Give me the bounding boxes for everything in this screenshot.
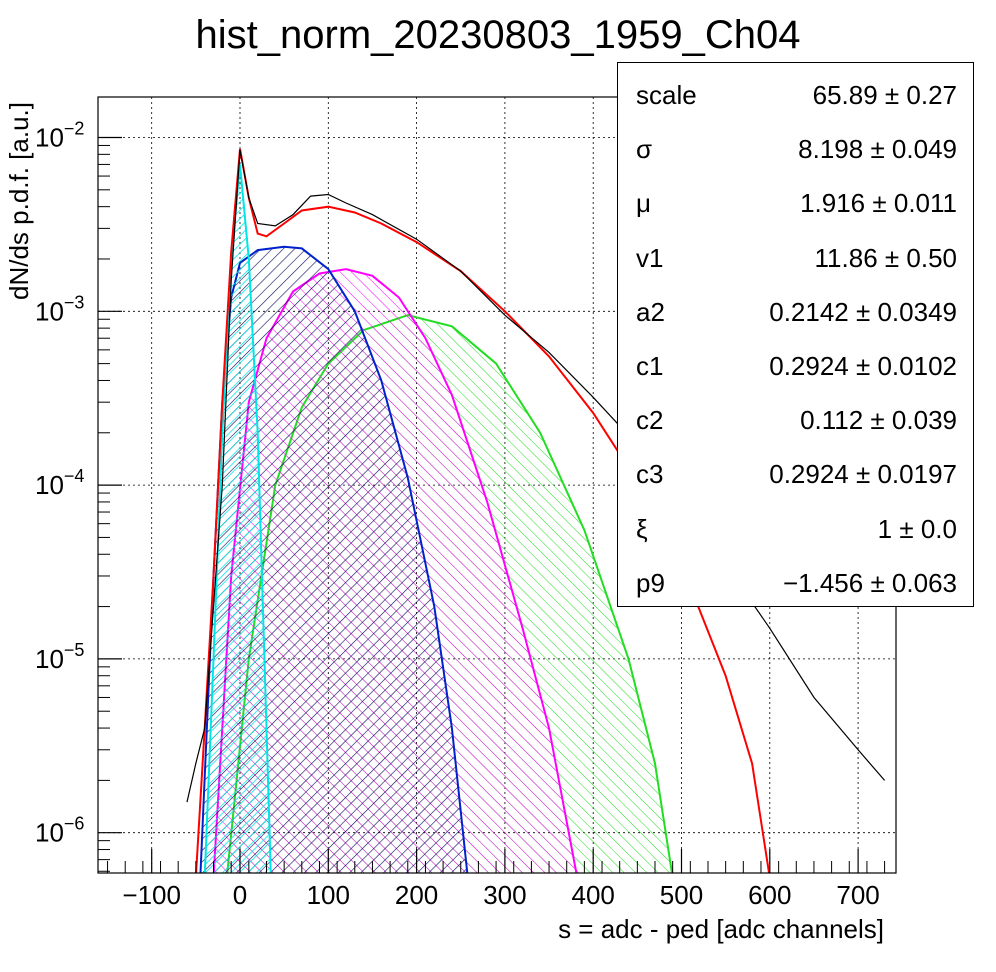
stat-value: 1.916 ± 0.011 xyxy=(800,188,957,219)
y-tick-label: 10−6 xyxy=(35,814,84,848)
y-tick-label: 10−3 xyxy=(35,292,84,326)
stat-value: 65.89 ± 0.27 xyxy=(812,80,957,110)
x-tick-label: 400 xyxy=(572,880,615,910)
stat-value: 11.86 ± 0.50 xyxy=(814,242,957,273)
stat-name: σ xyxy=(636,134,653,165)
stat-name: scale xyxy=(636,80,697,110)
y-tick-label: 10−2 xyxy=(35,119,84,153)
y-tick-label: 10−5 xyxy=(35,640,84,674)
stat-name: μ xyxy=(636,188,651,219)
y-axis-label: dN/ds p.d.f. [a.u.] xyxy=(4,102,34,300)
x-tick-label: 500 xyxy=(660,880,703,910)
stat-row: p9 −1.456 ± 0.063 xyxy=(618,554,973,608)
stat-name: c3 xyxy=(636,459,664,490)
x-tick-label: 0 xyxy=(233,880,247,910)
y-axis: 10−2 10−3 10−4 10−5 10−6 xyxy=(35,119,122,872)
x-tick-label: 300 xyxy=(483,880,526,910)
stat-row: c3 0.2924 ± 0.0197 xyxy=(618,445,973,499)
x-tick-label: −100 xyxy=(122,880,181,910)
stat-value: 0.112 ± 0.039 xyxy=(800,405,957,436)
stat-row: μ 1.916 ± 0.011 xyxy=(618,174,973,228)
x-axis: −100 0 100 200 300 400 500 600 700 xyxy=(107,849,886,910)
stat-value: 8.198 ± 0.049 xyxy=(798,134,957,165)
stat-value: 0.2142 ± 0.0349 xyxy=(769,296,957,327)
x-tick-label: 200 xyxy=(395,880,438,910)
stat-row: v1 11.86 ± 0.50 xyxy=(618,229,973,283)
stat-value: 0.2924 ± 0.0197 xyxy=(769,459,957,490)
stat-name: c2 xyxy=(636,405,664,436)
stat-name: p9 xyxy=(636,567,665,598)
stat-name: ξ xyxy=(636,513,648,544)
component-fill-3 xyxy=(200,246,468,873)
x-axis-label: s = adc - ped [adc channels] xyxy=(558,914,884,944)
stat-name: v1 xyxy=(636,242,664,273)
stat-name: a2 xyxy=(636,296,665,327)
x-tick-label: 700 xyxy=(836,880,879,910)
chart-title: hist_norm_20230803_1959_Ch04 xyxy=(196,13,801,57)
stat-value: −1.456 ± 0.063 xyxy=(782,567,957,598)
stat-row: scale 65.89 ± 0.27 xyxy=(618,66,973,120)
series-layer xyxy=(186,148,886,873)
stat-name: c1 xyxy=(636,351,664,381)
component-curve-2 xyxy=(203,164,272,873)
stat-value: 1 ± 0.0 xyxy=(877,513,957,544)
stat-value: 0.2924 ± 0.0102 xyxy=(769,351,957,381)
stat-row: ξ 1 ± 0.0 xyxy=(618,500,973,554)
stat-row: c1 0.2924 ± 0.0102 xyxy=(618,337,973,391)
stat-row: σ 8.198 ± 0.049 xyxy=(618,120,973,174)
x-tick-label: 600 xyxy=(748,880,791,910)
y-tick-label: 10−4 xyxy=(35,466,84,500)
stats-box: scale 65.89 ± 0.27 σ 8.198 ± 0.049 μ 1.916 ± … xyxy=(617,62,974,607)
stat-row: a2 0.2142 ± 0.0349 xyxy=(618,283,973,337)
stat-row: c2 0.112 ± 0.039 xyxy=(618,391,973,445)
component-fill-2 xyxy=(204,164,271,873)
x-tick-label: 100 xyxy=(307,880,350,910)
